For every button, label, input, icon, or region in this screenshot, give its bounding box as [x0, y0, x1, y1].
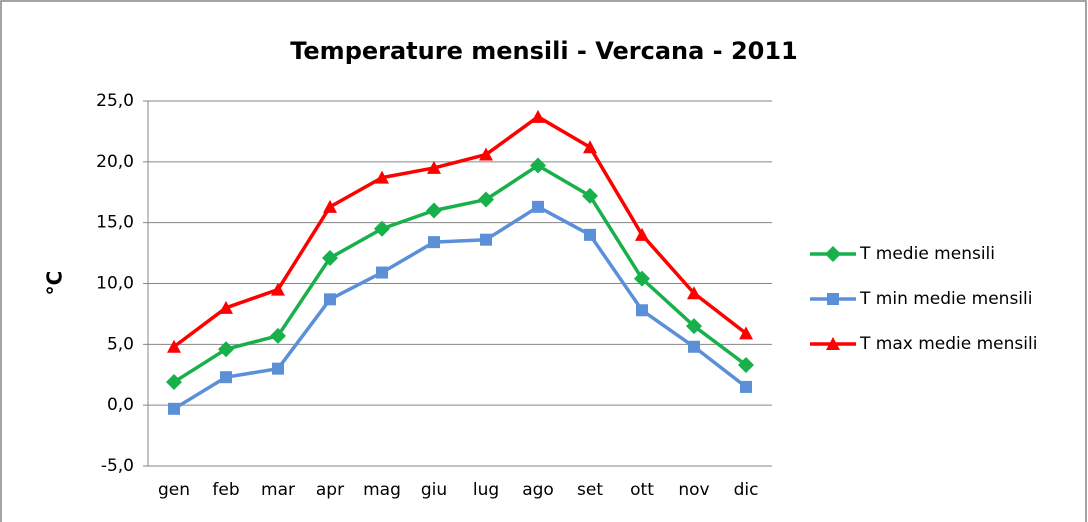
x-tick-label: ott [630, 480, 654, 500]
data-point [427, 160, 441, 174]
y-tick-label: 10,0 [96, 274, 134, 294]
x-tick-label: apr [316, 480, 344, 500]
data-point [480, 233, 492, 246]
data-point [531, 109, 545, 123]
x-tick-label: mag [363, 480, 401, 500]
data-point [686, 318, 702, 335]
data-point [376, 266, 388, 279]
data-point [270, 327, 286, 344]
data-point [168, 402, 180, 415]
y-tick-label: 20,0 [96, 152, 134, 172]
data-point [322, 249, 338, 266]
x-tick-label: lug [473, 480, 499, 500]
data-point [374, 220, 390, 237]
legend-marker [825, 246, 841, 262]
legend-label: T max medie mensili [859, 334, 1037, 354]
y-axis-label: °C [43, 271, 67, 296]
data-point [220, 371, 232, 384]
data-point [375, 170, 389, 184]
legend-marker [826, 337, 840, 350]
y-tick-label: 5,0 [107, 334, 134, 354]
data-point [739, 326, 753, 340]
data-point [219, 300, 233, 314]
data-point [478, 191, 494, 208]
data-point [636, 304, 648, 317]
x-tick-label: nov [678, 480, 709, 500]
data-point [271, 282, 285, 296]
data-point [479, 147, 493, 161]
x-tick-label: gen [158, 480, 190, 500]
x-tick-label: giu [421, 480, 447, 500]
x-tick-label: ago [522, 480, 554, 500]
legend-marker [827, 293, 839, 305]
data-point [166, 374, 182, 391]
data-point [426, 202, 442, 219]
data-point [323, 199, 337, 213]
data-point [582, 187, 598, 204]
y-tick-label: -5,0 [101, 456, 134, 476]
data-point [688, 340, 700, 353]
data-point [740, 380, 752, 393]
data-point [218, 341, 234, 358]
x-tick-label: dic [734, 480, 759, 500]
y-tick-label: 15,0 [96, 213, 134, 233]
legend-label: T min medie mensili [859, 289, 1032, 309]
data-point [532, 200, 544, 213]
series-line [173, 163, 748, 384]
data-point [530, 157, 546, 174]
x-tick-label: mar [261, 480, 295, 500]
chart-title: Temperature mensili - Vercana - 2011 [290, 37, 798, 65]
data-point [634, 270, 650, 287]
data-point [738, 357, 754, 374]
y-tick-label: 0,0 [107, 395, 134, 415]
legend-label: T medie mensili [859, 244, 995, 264]
data-point [583, 140, 597, 154]
data-point [584, 228, 596, 241]
data-point [324, 293, 336, 306]
x-tick-label: set [577, 480, 603, 500]
series-line [173, 205, 748, 411]
data-point [167, 339, 181, 353]
data-point [635, 227, 649, 241]
data-point [428, 236, 440, 249]
y-tick-label: 25,0 [96, 91, 134, 111]
x-tick-label: feb [212, 480, 239, 500]
data-point [272, 362, 284, 375]
data-point [687, 286, 701, 300]
series-line [172, 115, 748, 349]
